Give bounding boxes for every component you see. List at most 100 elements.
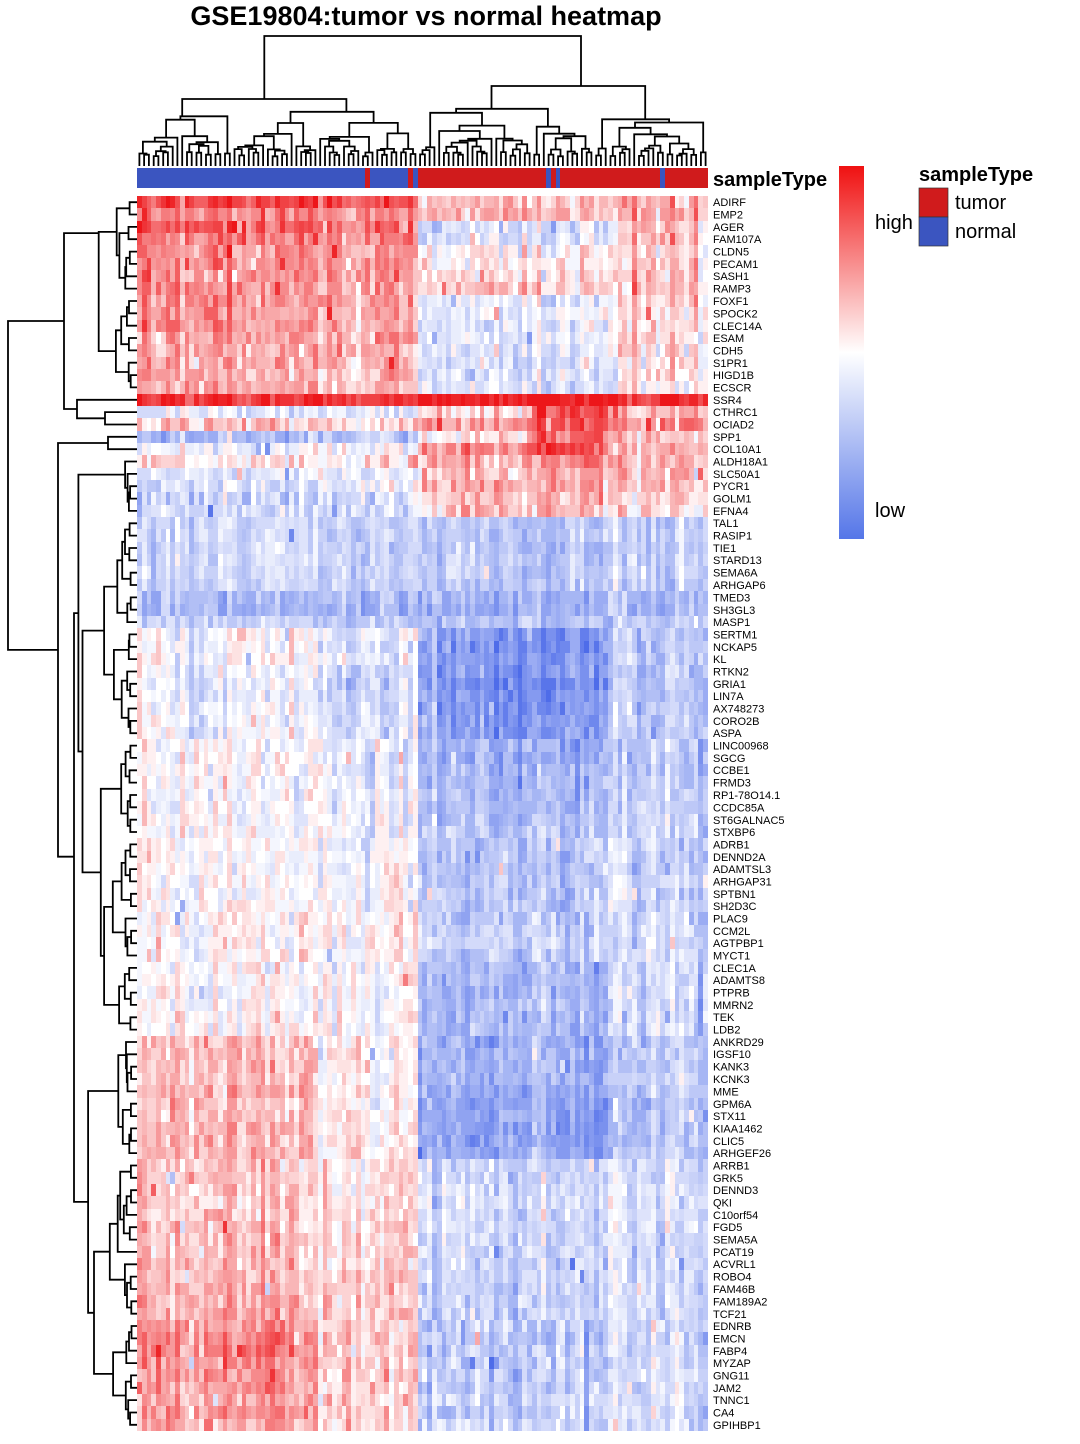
svg-text:TNNC1: TNNC1 — [713, 1395, 750, 1407]
svg-text:GNG11: GNG11 — [713, 1370, 749, 1382]
svg-text:DENND3: DENND3 — [713, 1185, 758, 1197]
svg-text:AGTPBP1: AGTPBP1 — [713, 938, 764, 950]
svg-text:KIAA1462: KIAA1462 — [713, 1123, 763, 1135]
svg-text:GRK5: GRK5 — [713, 1173, 743, 1185]
svg-text:STARD13: STARD13 — [713, 555, 762, 567]
svg-text:FGD5: FGD5 — [713, 1222, 742, 1234]
svg-text:ESAM: ESAM — [713, 333, 744, 345]
svg-text:KL: KL — [713, 654, 726, 666]
svg-text:DENND2A: DENND2A — [713, 852, 766, 864]
svg-text:SSR4: SSR4 — [713, 395, 742, 407]
svg-text:SGCG: SGCG — [713, 753, 745, 765]
svg-text:ALDH18A1: ALDH18A1 — [713, 456, 768, 468]
svg-text:GPM6A: GPM6A — [713, 1099, 752, 1111]
svg-text:sampleType: sampleType — [713, 169, 827, 191]
svg-text:ACVRL1: ACVRL1 — [713, 1259, 756, 1271]
svg-text:GOLM1: GOLM1 — [713, 493, 752, 505]
svg-text:EDNRB: EDNRB — [713, 1321, 752, 1333]
svg-text:CLIC5: CLIC5 — [713, 1136, 744, 1148]
svg-text:FOXF1: FOXF1 — [713, 296, 748, 308]
svg-text:SASH1: SASH1 — [713, 271, 749, 283]
svg-text:TEK: TEK — [713, 1012, 735, 1024]
svg-text:normal: normal — [955, 221, 1016, 243]
svg-text:CCM2L: CCM2L — [713, 926, 750, 938]
svg-text:EFNA4: EFNA4 — [713, 506, 748, 518]
svg-text:CCBE1: CCBE1 — [713, 765, 750, 777]
svg-text:SPOCK2: SPOCK2 — [713, 308, 758, 320]
svg-text:KCNK3: KCNK3 — [713, 1074, 750, 1086]
svg-text:SPTBN1: SPTBN1 — [713, 889, 756, 901]
svg-text:low: low — [875, 500, 906, 522]
svg-text:FAM46B: FAM46B — [713, 1284, 755, 1296]
svg-text:ASPA: ASPA — [713, 728, 742, 740]
svg-text:EMP2: EMP2 — [713, 209, 743, 221]
svg-text:TMED3: TMED3 — [713, 592, 750, 604]
svg-text:FRMD3: FRMD3 — [713, 777, 751, 789]
svg-text:ROBO4: ROBO4 — [713, 1271, 752, 1283]
svg-text:RP1-78O14.1: RP1-78O14.1 — [713, 790, 780, 802]
svg-text:AX748273: AX748273 — [713, 703, 764, 715]
svg-text:PTPRB: PTPRB — [713, 987, 750, 999]
svg-text:ADAMTS8: ADAMTS8 — [713, 975, 765, 987]
svg-text:ANKRD29: ANKRD29 — [713, 1037, 764, 1049]
svg-text:SEMA5A: SEMA5A — [713, 1234, 758, 1246]
svg-text:IGSF10: IGSF10 — [713, 1049, 751, 1061]
svg-text:CLEC14A: CLEC14A — [713, 321, 763, 333]
svg-text:ARHGAP31: ARHGAP31 — [713, 876, 772, 888]
svg-text:CA4: CA4 — [713, 1407, 734, 1419]
svg-text:CDH5: CDH5 — [713, 345, 743, 357]
svg-text:ST6GALNAC5: ST6GALNAC5 — [713, 815, 785, 827]
svg-text:TIE1: TIE1 — [713, 543, 736, 555]
svg-text:ARHGAP6: ARHGAP6 — [713, 580, 766, 592]
svg-text:QKI: QKI — [713, 1197, 732, 1209]
svg-text:SLC50A1: SLC50A1 — [713, 469, 760, 481]
svg-text:STXBP6: STXBP6 — [713, 827, 755, 839]
svg-text:TAL1: TAL1 — [713, 518, 738, 530]
svg-text:KANK3: KANK3 — [713, 1061, 749, 1073]
svg-text:SPP1: SPP1 — [713, 432, 741, 444]
svg-text:ECSCR: ECSCR — [713, 382, 752, 394]
svg-text:LIN7A: LIN7A — [713, 691, 744, 703]
svg-text:FABP4: FABP4 — [713, 1346, 747, 1358]
svg-text:CLEC1A: CLEC1A — [713, 963, 756, 975]
svg-text:ARHGEF26: ARHGEF26 — [713, 1148, 771, 1160]
svg-text:SERTM1: SERTM1 — [713, 629, 757, 641]
svg-text:GSE19804:tumor vs normal heatm: GSE19804:tumor vs normal heatmap — [190, 1, 661, 31]
svg-text:S1PR1: S1PR1 — [713, 358, 748, 370]
svg-text:MYCT1: MYCT1 — [713, 950, 750, 962]
svg-text:ARRB1: ARRB1 — [713, 1160, 750, 1172]
svg-text:COL10A1: COL10A1 — [713, 444, 761, 456]
svg-text:ADAMTSL3: ADAMTSL3 — [713, 864, 771, 876]
svg-text:FAM189A2: FAM189A2 — [713, 1296, 767, 1308]
svg-text:SH3GL3: SH3GL3 — [713, 605, 755, 617]
svg-text:RAMP3: RAMP3 — [713, 283, 751, 295]
svg-text:MMRN2: MMRN2 — [713, 1000, 753, 1012]
svg-text:high: high — [875, 212, 913, 234]
svg-text:PYCR1: PYCR1 — [713, 481, 750, 493]
svg-text:CLDN5: CLDN5 — [713, 246, 749, 258]
svg-text:MYZAP: MYZAP — [713, 1358, 751, 1370]
svg-text:PECAM1: PECAM1 — [713, 259, 758, 271]
svg-text:CCDC85A: CCDC85A — [713, 802, 765, 814]
svg-text:TCF21: TCF21 — [713, 1309, 747, 1321]
svg-text:JAM2: JAM2 — [713, 1383, 741, 1395]
svg-text:ADRB1: ADRB1 — [713, 839, 750, 851]
svg-text:LDB2: LDB2 — [713, 1024, 741, 1036]
svg-text:RASIP1: RASIP1 — [713, 530, 752, 542]
svg-text:OCIAD2: OCIAD2 — [713, 419, 754, 431]
svg-text:CTHRC1: CTHRC1 — [713, 407, 758, 419]
svg-text:SEMA6A: SEMA6A — [713, 567, 758, 579]
svg-text:PCAT19: PCAT19 — [713, 1247, 754, 1259]
svg-text:EMCN: EMCN — [713, 1333, 745, 1345]
svg-text:GPIHBP1: GPIHBP1 — [713, 1420, 761, 1432]
svg-text:sampleType: sampleType — [919, 164, 1033, 186]
svg-text:GRIA1: GRIA1 — [713, 679, 746, 691]
svg-text:PLAC9: PLAC9 — [713, 913, 748, 925]
svg-text:RTKN2: RTKN2 — [713, 666, 749, 678]
svg-text:CORO2B: CORO2B — [713, 716, 759, 728]
svg-text:MASP1: MASP1 — [713, 617, 750, 629]
svg-text:tumor: tumor — [955, 192, 1006, 214]
svg-text:NCKAP5: NCKAP5 — [713, 642, 757, 654]
svg-text:C10orf54: C10orf54 — [713, 1210, 758, 1222]
svg-text:AGER: AGER — [713, 222, 744, 234]
